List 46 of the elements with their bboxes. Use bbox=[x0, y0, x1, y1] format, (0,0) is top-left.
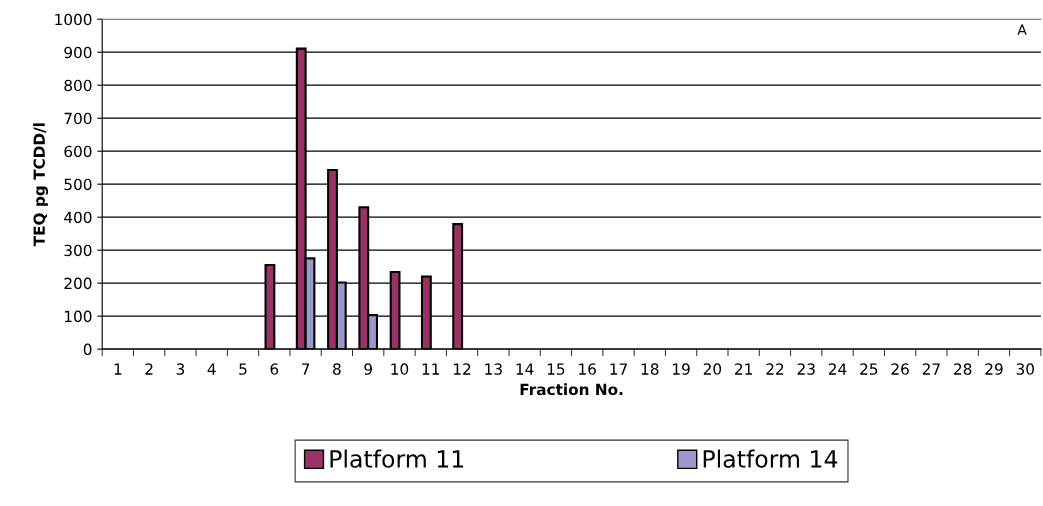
x-tick-label: 9 bbox=[364, 363, 372, 375]
y-tick-label: 100 bbox=[65, 310, 92, 323]
y-tick-label: 300 bbox=[64, 244, 92, 257]
x-tick-label: 18 bbox=[641, 363, 659, 375]
x-tick-label: 6 bbox=[270, 363, 279, 375]
x-tick-label: 27 bbox=[922, 363, 940, 375]
x-tick-label: 10 bbox=[391, 363, 409, 375]
y-tick-label: 800 bbox=[64, 79, 92, 92]
y-axis-title: TEQ pg TCDD/l bbox=[33, 123, 49, 247]
y-tick-label: 0 bbox=[83, 343, 92, 356]
x-tick-label: 12 bbox=[454, 363, 471, 375]
legend-label: Platform 11 bbox=[330, 449, 464, 468]
x-tick-label: 4 bbox=[207, 363, 216, 375]
x-tick-label: 21 bbox=[735, 363, 752, 375]
x-tick-label: 22 bbox=[766, 363, 784, 375]
y-tick-label: 700 bbox=[64, 112, 92, 125]
legend-label: Platform 14 bbox=[703, 449, 838, 468]
x-tick-label: 17 bbox=[610, 363, 627, 375]
x-tick-label: 26 bbox=[891, 363, 909, 375]
x-tick-label: 2 bbox=[145, 363, 153, 375]
y-tick-label: 400 bbox=[64, 211, 92, 224]
x-tick-label: 25 bbox=[860, 363, 878, 375]
x-tick-label: 13 bbox=[485, 363, 502, 375]
x-tick-label: 7 bbox=[301, 363, 310, 375]
x-tick-label: 19 bbox=[673, 363, 690, 375]
x-tick-label: 14 bbox=[516, 363, 534, 375]
annotation: A bbox=[1017, 24, 1027, 35]
y-tick-label: 1000 bbox=[55, 13, 92, 26]
y-tick-label: 600 bbox=[64, 145, 92, 158]
x-tick-label: 5 bbox=[239, 363, 247, 375]
x-tick-label: 24 bbox=[828, 363, 847, 375]
x-tick-label: 8 bbox=[333, 363, 341, 375]
x-tick-label: 3 bbox=[176, 363, 185, 375]
x-tick-label: 20 bbox=[703, 363, 722, 375]
y-tick-label: 200 bbox=[64, 277, 92, 290]
x-axis-title: Fraction No. bbox=[520, 383, 623, 396]
x-tick-label: 16 bbox=[579, 363, 596, 375]
x-tick-label: 11 bbox=[422, 363, 440, 375]
x-tick-label: 28 bbox=[954, 363, 972, 375]
x-tick-label: 15 bbox=[547, 363, 565, 375]
x-tick-label: 1 bbox=[114, 363, 122, 375]
y-tick-label: 500 bbox=[64, 178, 92, 191]
x-tick-label: 29 bbox=[985, 363, 1003, 375]
y-tick-label: 900 bbox=[64, 46, 92, 59]
x-tick-label: 30 bbox=[1016, 363, 1034, 375]
x-tick-label: 23 bbox=[797, 363, 815, 375]
